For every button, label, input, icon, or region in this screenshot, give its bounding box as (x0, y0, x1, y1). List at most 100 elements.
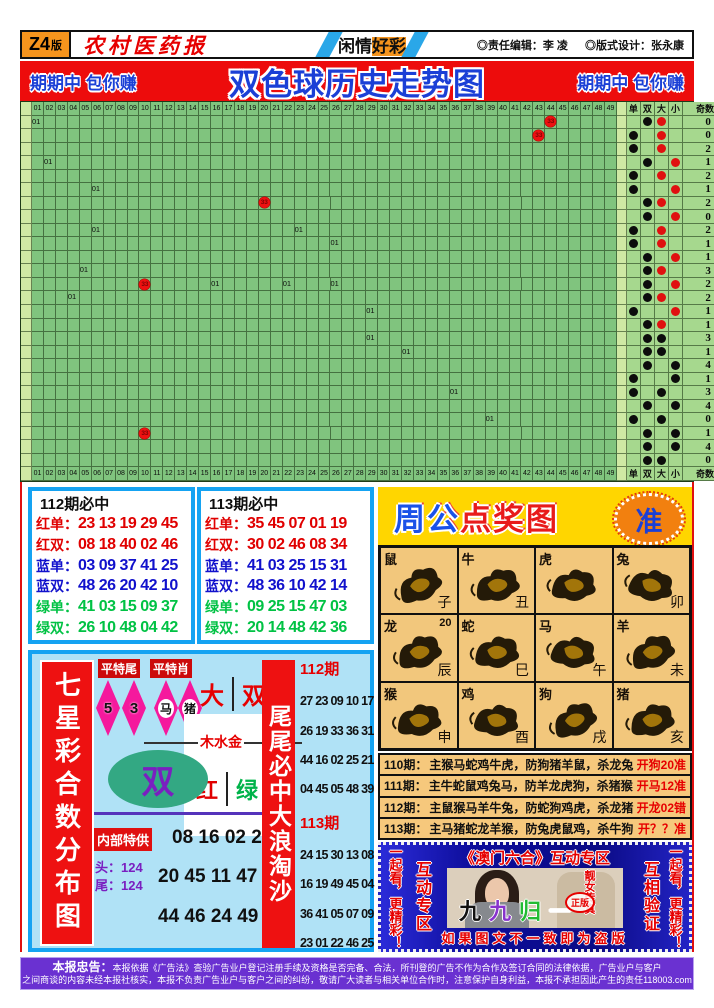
grid-cell (485, 399, 498, 414)
grid-cell (569, 223, 582, 238)
grid-cell (306, 169, 319, 184)
grid-cell (461, 237, 474, 251)
grid-cell (246, 440, 259, 454)
grid-cell (139, 399, 152, 414)
grid-cell (115, 291, 128, 305)
grid-cell (187, 183, 200, 197)
column-header: 23 (294, 102, 307, 116)
zodiac-branch: 午 (592, 662, 607, 679)
grid-cell (282, 169, 295, 184)
grid-cell (270, 264, 283, 278)
grid-cell (294, 453, 307, 468)
ribbon-text: 闲情 (338, 37, 372, 56)
grid-cell (485, 372, 498, 387)
grid-cell (354, 156, 367, 170)
grid-cell (581, 440, 594, 454)
grid-cell (234, 223, 247, 238)
grid-cell (569, 237, 582, 251)
column-header: 39 (485, 102, 498, 116)
grid-cell (461, 318, 474, 333)
grid-cell (581, 386, 594, 400)
prediction-row: 红单： 23 13 19 29 45 (36, 514, 187, 534)
parity-dot (642, 293, 652, 303)
promo-photo: 靓女传真 九九归一 正版 (447, 868, 623, 928)
grid-cell (390, 291, 403, 305)
grid-cell (533, 115, 546, 130)
grid-cell (425, 291, 438, 305)
grid-cell (294, 426, 307, 441)
period-result: 开龙02错 (636, 800, 686, 815)
grid-cell (258, 399, 271, 414)
grid-cell (426, 426, 438, 441)
zodiac-cell-11: 猪亥 (613, 682, 689, 748)
column-header: 24 (306, 467, 319, 481)
grid-cell (593, 426, 606, 441)
grid-cell (366, 223, 379, 238)
grid-cell (282, 156, 295, 170)
prediction-label: 绿单： (36, 598, 78, 615)
edition-box: Z4 版 (22, 32, 72, 57)
grid-cell (593, 115, 606, 130)
column-header: 13 (175, 102, 188, 116)
grid-cell (67, 426, 80, 441)
grid-cell (390, 142, 403, 157)
grid-cell (593, 169, 605, 184)
grid-cell (473, 210, 486, 224)
grid-cell (414, 277, 426, 292)
ratio-cell: 2 : 2 (683, 277, 714, 292)
grid-cell (175, 426, 188, 441)
grid-cell (282, 237, 295, 251)
column-header: 28 (354, 102, 367, 116)
grid-cell (139, 291, 152, 305)
grid-cell (187, 304, 200, 319)
grid-cell (270, 386, 283, 400)
grid-cell (473, 277, 486, 292)
grid-cell (342, 169, 355, 184)
trend-row: 332 : 5 (21, 196, 714, 211)
attr-cell (626, 345, 641, 360)
prediction-row: 蓝双： 48 26 20 42 10 (36, 576, 187, 596)
grid-cell (258, 264, 271, 278)
grid-cell (533, 250, 546, 265)
ratio-cell: 0 : 1 (683, 115, 714, 130)
grid-cell (390, 156, 403, 170)
grid-cell (354, 183, 367, 197)
grid-cell (557, 345, 570, 360)
grid-separator-cell (616, 250, 627, 265)
column-header: 08 (115, 467, 128, 481)
grid-cell (414, 210, 426, 224)
grid-cell (414, 413, 426, 427)
grid-cell (306, 318, 319, 333)
grid-cell (103, 413, 116, 427)
grid-cell (581, 332, 594, 346)
grid-cell (414, 453, 426, 468)
grid-cell (246, 264, 259, 278)
grid-cell (43, 223, 56, 238)
tag-pingtexiao: 平特肖 (150, 659, 193, 678)
grid-cell (175, 318, 188, 333)
grid-cell (605, 318, 617, 333)
grid-cell (437, 277, 450, 292)
grid-cell (115, 386, 128, 400)
grid-cell (270, 304, 283, 319)
grid-cell (509, 264, 522, 278)
grid-cell (581, 223, 594, 238)
attr-cell (668, 372, 683, 387)
grid-cell (461, 291, 474, 305)
grid-cell (139, 264, 152, 278)
grid-cell (342, 129, 355, 143)
attr-cell (640, 210, 655, 224)
size-dot (656, 333, 666, 343)
grid-cell (425, 386, 438, 400)
grid-cell (605, 426, 617, 441)
trend-footer-row: 01 02 03 04 05 06 07 08 09 10 11 12 13 14 15 16 17 18 19 20… (21, 467, 714, 481)
grid-cell (115, 345, 128, 360)
grid-cell (366, 453, 379, 468)
grid-cell (151, 156, 164, 170)
grid-cell (605, 196, 617, 211)
grid-cell (378, 264, 391, 278)
grid-cell (497, 250, 510, 265)
zodiac-ink-art-icon (543, 560, 605, 606)
grid-cell (103, 169, 116, 184)
grid-cell (199, 223, 212, 238)
